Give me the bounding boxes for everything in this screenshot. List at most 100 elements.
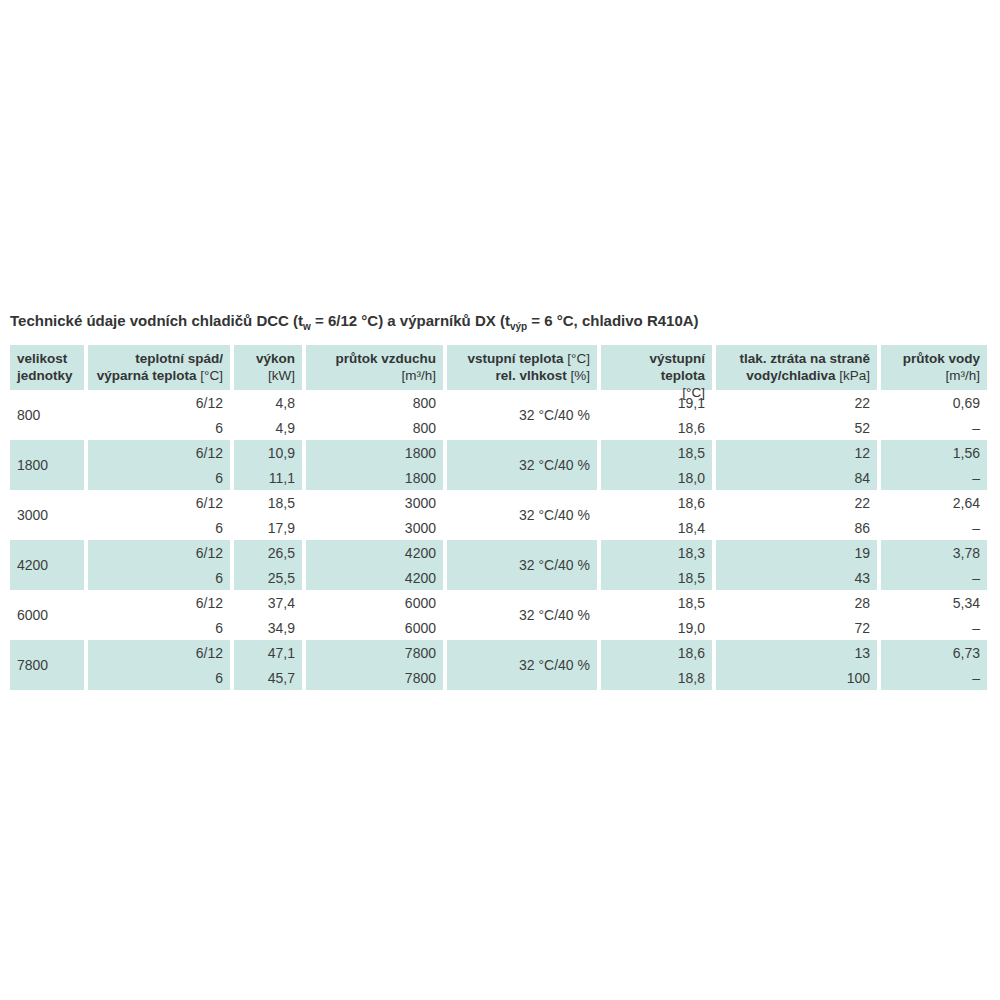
column-header-line: výparná teplota [°C]	[95, 367, 223, 384]
cell-water-flow: 0,69–	[881, 390, 987, 440]
cell-temp-gradient-value: 6	[88, 615, 230, 640]
cell-power-value: 4,9	[234, 415, 302, 440]
table-row-group-3000: 30006/12618,517,93000300032 °C/40 %18,61…	[10, 490, 988, 540]
column-header-power: výkon[kW]	[234, 345, 302, 390]
cell-airflow-value: 4200	[306, 540, 443, 565]
cell-water-flow: 2,64–	[881, 490, 987, 540]
cell-water-flow-value: –	[881, 515, 987, 540]
cell-water-flow: 3,78–	[881, 540, 987, 590]
cell-water-flow-value: 2,64	[881, 490, 987, 515]
cell-power-value: 26,5	[234, 540, 302, 565]
column-header-line: průtok vody	[888, 350, 980, 367]
cell-water-flow-value: –	[881, 415, 987, 440]
cell-pressure-drop-value: 12	[716, 440, 877, 465]
cell-inlet-temp: 32 °C/40 %	[447, 640, 597, 690]
cell-airflow-value: 7800	[306, 640, 443, 665]
cell-outlet-temp-value: 18,6	[601, 490, 712, 515]
cell-airflow: 800800	[306, 390, 443, 440]
cell-inlet-temp: 32 °C/40 %	[447, 540, 597, 590]
cell-power-value: 47,1	[234, 640, 302, 665]
table-body: 8006/1264,84,980080032 °C/40 %19,118,622…	[10, 390, 988, 690]
cell-airflow-value: 800	[306, 390, 443, 415]
cell-airflow: 18001800	[306, 440, 443, 490]
cell-temp-gradient-value: 6	[88, 565, 230, 590]
cell-temp-gradient-value: 6	[88, 515, 230, 540]
cell-power-value: 4,8	[234, 390, 302, 415]
column-header-unit-size: velikostjednotky	[10, 345, 84, 390]
cell-temp-gradient-value: 6	[88, 465, 230, 490]
cell-pressure-drop-value: 52	[716, 415, 877, 440]
cell-outlet-temp-value: 19,1	[601, 390, 712, 415]
column-header-line: [m³/h]	[888, 367, 980, 384]
cell-pressure-drop-value: 86	[716, 515, 877, 540]
cell-outlet-temp-value: 18,0	[601, 465, 712, 490]
table-row-group-800: 8006/1264,84,980080032 °C/40 %19,118,622…	[10, 390, 988, 440]
column-header-pressure-drop: tlak. ztráta na straněvody/chladiva [kPa…	[716, 345, 877, 390]
cell-inlet-temp: 32 °C/40 %	[447, 490, 597, 540]
cell-unit-size: 6000	[10, 590, 84, 640]
title-subscript: výp	[510, 321, 527, 332]
column-header-line: průtok vzduchu	[313, 350, 436, 367]
cell-temp-gradient-value: 6/12	[88, 590, 230, 615]
column-header-line: rel. vlhkost [%]	[454, 367, 590, 384]
cell-power-value: 37,4	[234, 590, 302, 615]
cell-temp-gradient-value: 6/12	[88, 490, 230, 515]
column-header-temp-gradient: teplotní spád/výparná teplota [°C]	[88, 345, 230, 390]
cell-temp-gradient-value: 6/12	[88, 640, 230, 665]
cell-outlet-temp: 18,618,8	[601, 640, 712, 690]
cell-water-flow-value: 0,69	[881, 390, 987, 415]
table-title: Technické údaje vodních chladičů DCC (tw…	[10, 311, 988, 332]
cell-pressure-drop-value: 84	[716, 465, 877, 490]
cell-water-flow-value: –	[881, 465, 987, 490]
cell-airflow-value: 6000	[306, 590, 443, 615]
cell-power-value: 10,9	[234, 440, 302, 465]
column-header-outlet-temp: výstupní teplota[°C]	[601, 345, 712, 390]
cell-pressure-drop-value: 22	[716, 490, 877, 515]
cell-pressure-drop: 13100	[716, 640, 877, 690]
cell-pressure-drop: 2286	[716, 490, 877, 540]
cell-outlet-temp: 19,118,6	[601, 390, 712, 440]
column-header-line: [m³/h]	[313, 367, 436, 384]
datasheet-section: Technické údaje vodních chladičů DCC (tw…	[10, 311, 988, 690]
cell-airflow-value: 7800	[306, 665, 443, 690]
cell-outlet-temp-value: 18,5	[601, 440, 712, 465]
cell-water-flow-value: 6,73	[881, 640, 987, 665]
cell-water-flow-value: –	[881, 665, 987, 690]
table-row-group-6000: 60006/12637,434,96000600032 °C/40 %18,51…	[10, 590, 988, 640]
cell-water-flow: 5,34–	[881, 590, 987, 640]
cell-pressure-drop-value: 19	[716, 540, 877, 565]
cell-airflow: 60006000	[306, 590, 443, 640]
column-header-line: jednotky	[17, 367, 77, 384]
column-header-line: teplotní spád/	[95, 350, 223, 367]
cell-power: 10,911,1	[234, 440, 302, 490]
cell-outlet-temp-value: 19,0	[601, 615, 712, 640]
cell-unit-size: 1800	[10, 440, 84, 490]
table-row-group-1800: 18006/12610,911,11800180032 °C/40 %18,51…	[10, 440, 988, 490]
cell-unit-size: 4200	[10, 540, 84, 590]
title-subscript: w	[303, 321, 311, 332]
cell-outlet-temp-value: 18,4	[601, 515, 712, 540]
column-header-line: výkon	[241, 350, 295, 367]
cell-airflow: 30003000	[306, 490, 443, 540]
cell-water-flow-value: –	[881, 615, 987, 640]
cell-power-value: 45,7	[234, 665, 302, 690]
cell-water-flow: 1,56–	[881, 440, 987, 490]
cell-airflow-value: 3000	[306, 515, 443, 540]
cell-water-flow-value: 3,78	[881, 540, 987, 565]
cell-temp-gradient: 6/126	[88, 440, 230, 490]
cell-temp-gradient: 6/126	[88, 490, 230, 540]
cell-pressure-drop-value: 28	[716, 590, 877, 615]
cell-water-flow-value: 5,34	[881, 590, 987, 615]
cell-inlet-temp: 32 °C/40 %	[447, 440, 597, 490]
cell-temp-gradient-value: 6	[88, 415, 230, 440]
cell-airflow-value: 3000	[306, 490, 443, 515]
cell-water-flow-value: –	[881, 565, 987, 590]
cell-power: 4,84,9	[234, 390, 302, 440]
cell-pressure-drop-value: 22	[716, 390, 877, 415]
cell-outlet-temp-value: 18,6	[601, 415, 712, 440]
cell-airflow-value: 1800	[306, 465, 443, 490]
cell-power: 47,145,7	[234, 640, 302, 690]
column-header-airflow: průtok vzduchu[m³/h]	[306, 345, 443, 390]
table-row-group-4200: 42006/12626,525,54200420032 °C/40 %18,31…	[10, 540, 988, 590]
cell-airflow-value: 4200	[306, 565, 443, 590]
